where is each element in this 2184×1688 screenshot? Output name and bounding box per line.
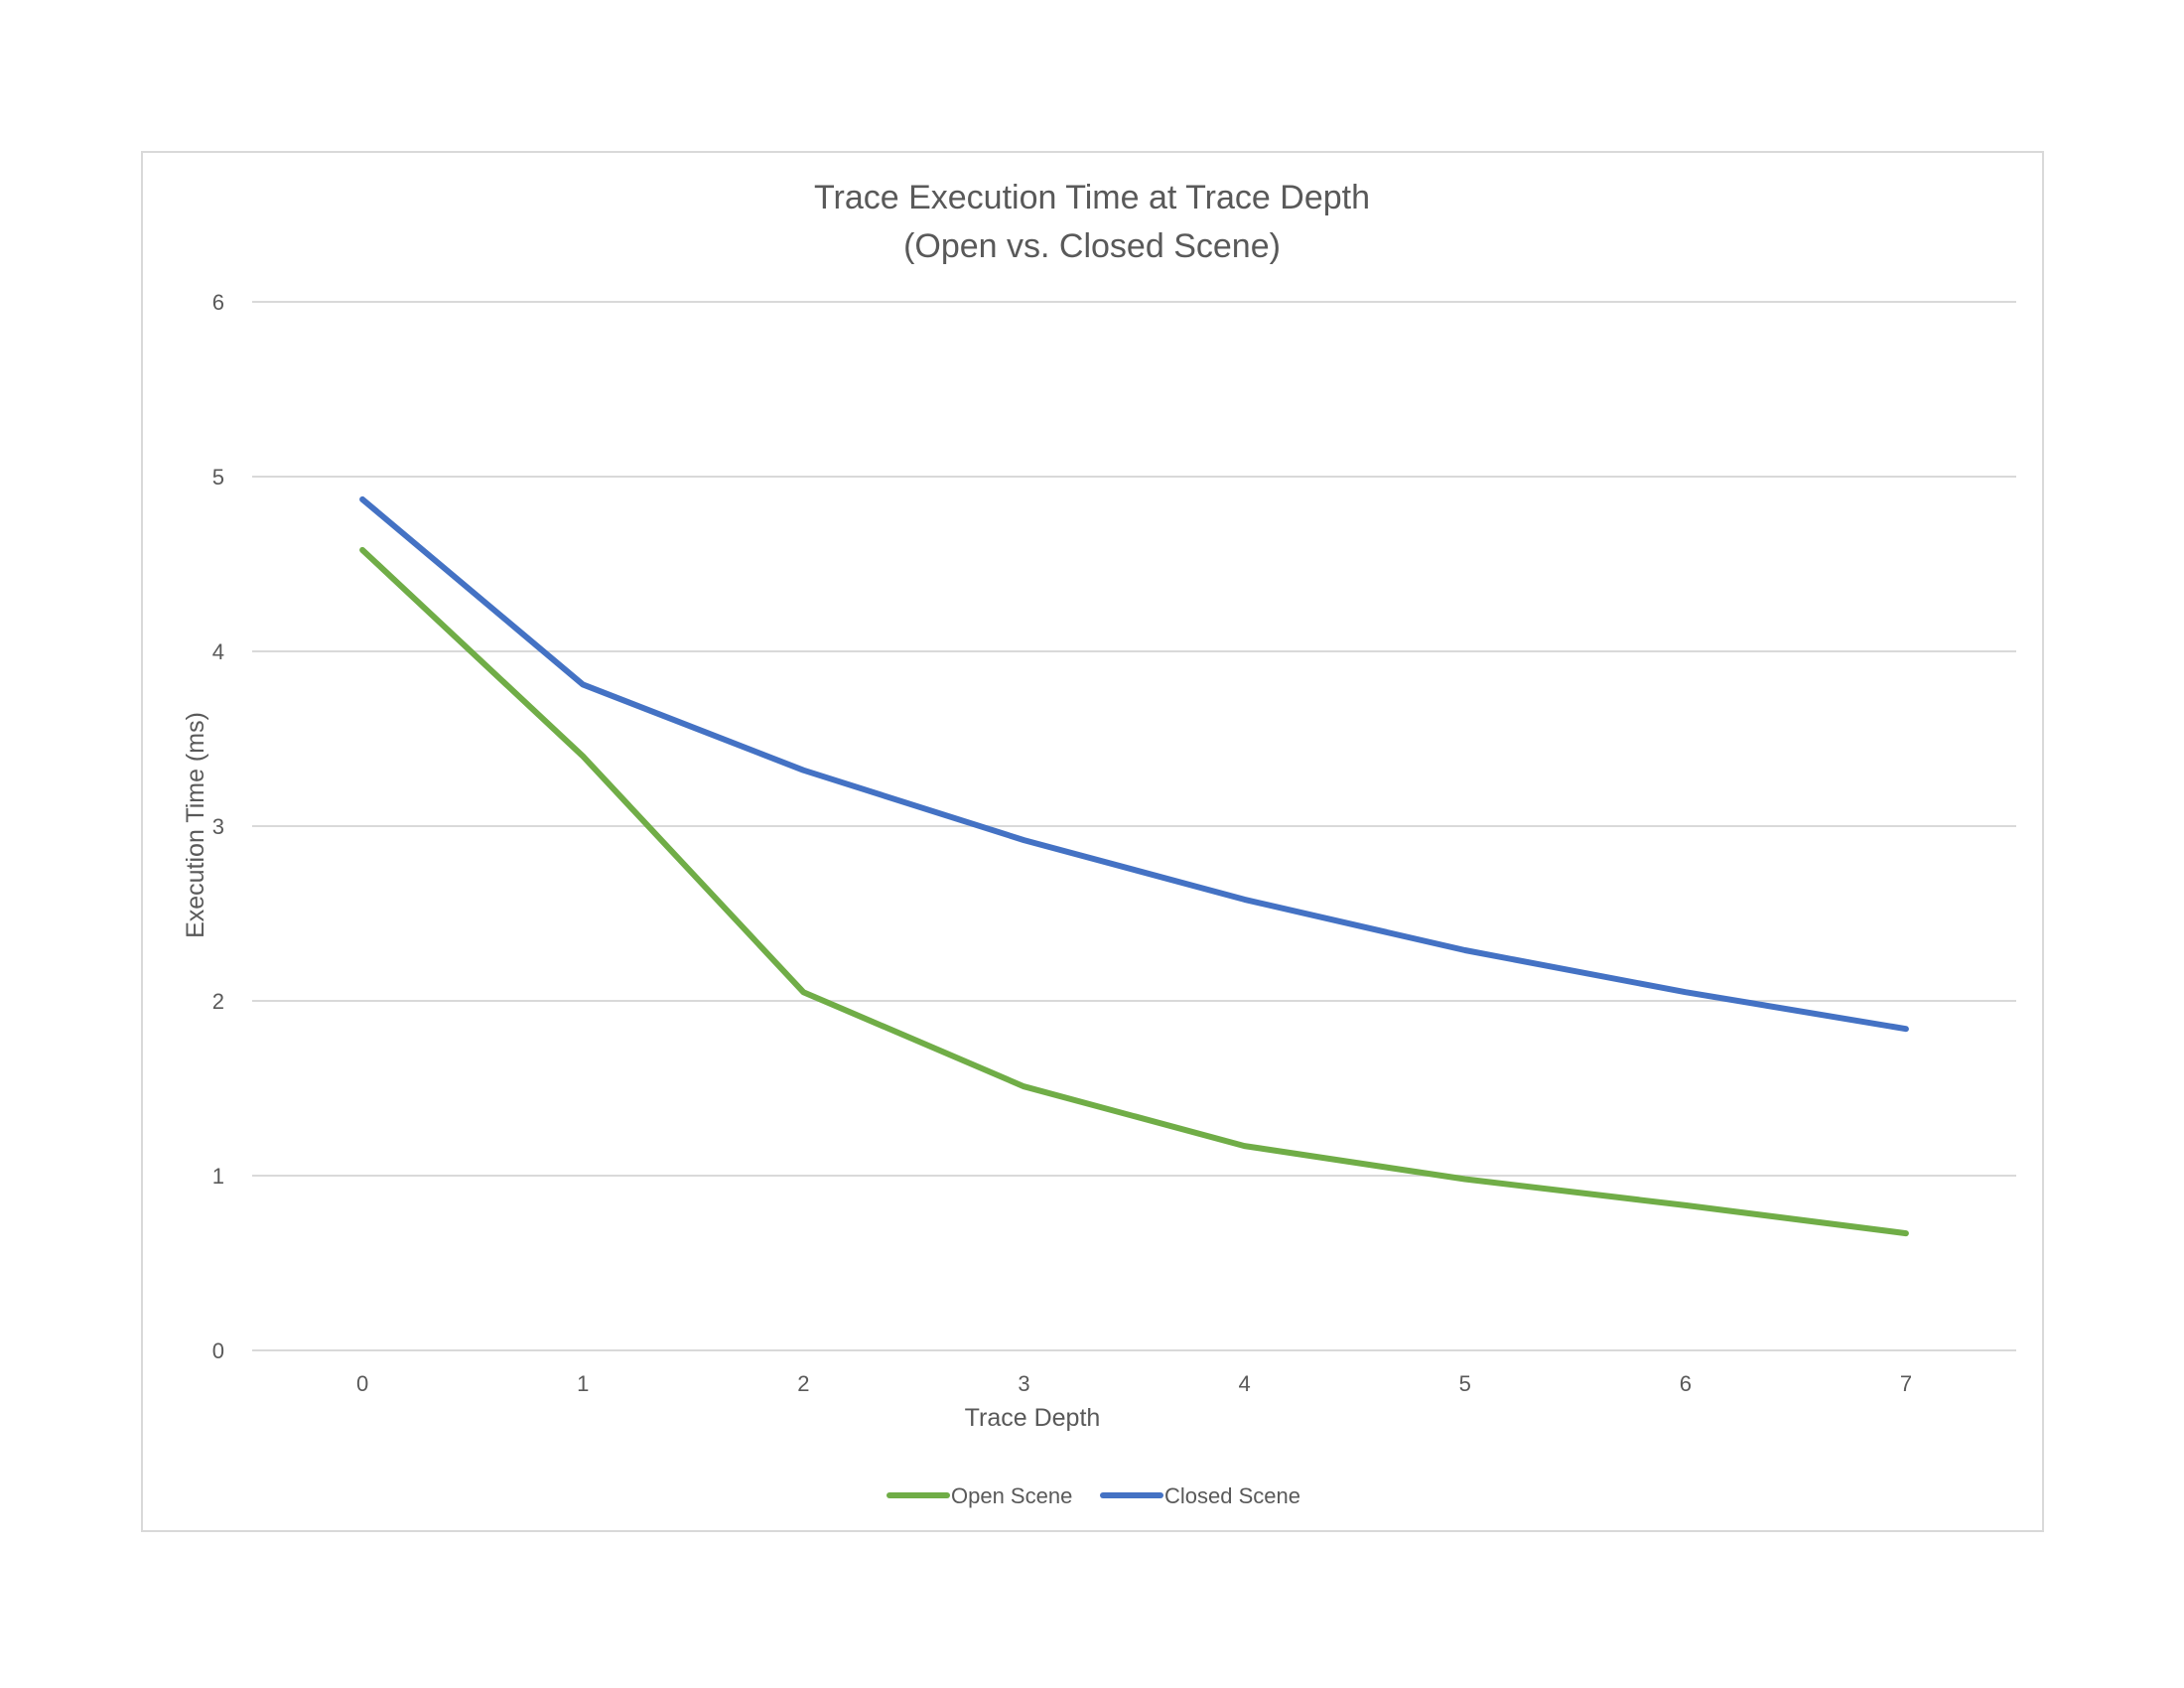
legend-item: Open Scene bbox=[887, 1483, 1072, 1508]
chart-title-group: Trace Execution Time at Trace Depth (Ope… bbox=[814, 179, 1370, 265]
legend-label: Closed Scene bbox=[1164, 1483, 1300, 1508]
x-tick-label: 0 bbox=[356, 1371, 368, 1396]
legend-item: Closed Scene bbox=[1100, 1483, 1300, 1508]
x-axis-title: Trace Depth bbox=[965, 1404, 1101, 1432]
chart-area: Trace Execution Time at Trace Depth (Ope… bbox=[141, 151, 2044, 1532]
y-tick-label: 5 bbox=[212, 465, 224, 490]
y-tick-label: 1 bbox=[212, 1164, 224, 1189]
gridlines bbox=[252, 301, 2016, 1351]
x-axis-ticks: 0 1 2 3 4 5 6 7 bbox=[356, 1371, 1912, 1396]
legend: Open Scene Closed Scene bbox=[887, 1483, 1300, 1508]
y-axis-ticks: 0 1 2 3 4 5 6 bbox=[212, 290, 224, 1363]
legend-label: Open Scene bbox=[951, 1483, 1072, 1508]
chart-subtitle: (Open vs. Closed Scene) bbox=[903, 227, 1281, 265]
y-tick-label: 4 bbox=[212, 639, 224, 664]
x-tick-label: 6 bbox=[1680, 1371, 1692, 1396]
y-tick-label: 6 bbox=[212, 290, 224, 315]
y-axis-title: Execution Time (ms) bbox=[182, 712, 209, 938]
x-tick-label: 1 bbox=[577, 1371, 589, 1396]
y-tick-label: 0 bbox=[212, 1338, 224, 1363]
x-tick-label: 5 bbox=[1459, 1371, 1471, 1396]
y-tick-label: 2 bbox=[212, 989, 224, 1014]
x-tick-label: 3 bbox=[1018, 1371, 1029, 1396]
chart-title: Trace Execution Time at Trace Depth bbox=[814, 179, 1370, 216]
series-line-open-scene bbox=[359, 546, 1909, 1237]
x-tick-label: 7 bbox=[1900, 1371, 1912, 1396]
line-chart: Trace Execution Time at Trace Depth (Ope… bbox=[182, 179, 2016, 1508]
y-tick-label: 3 bbox=[212, 814, 224, 839]
series-lines bbox=[359, 495, 1909, 1237]
series-line-closed-scene bbox=[359, 495, 1909, 1033]
x-tick-label: 2 bbox=[797, 1371, 809, 1396]
x-tick-label: 4 bbox=[1238, 1371, 1250, 1396]
